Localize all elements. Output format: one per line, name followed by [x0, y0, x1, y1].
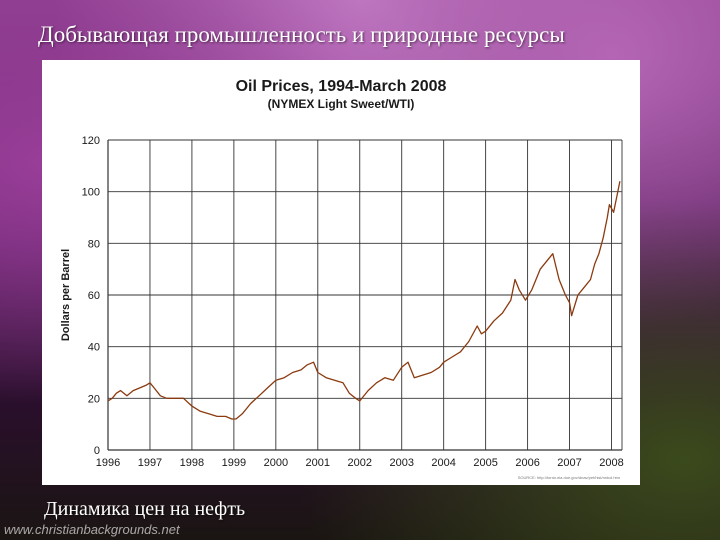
- x-tick-label: 2005: [473, 457, 497, 469]
- x-tick-label: 2001: [306, 457, 330, 469]
- x-tick-label: 1999: [222, 457, 246, 469]
- grid-lines: [107, 139, 623, 451]
- y-tick-label: 120: [82, 135, 100, 147]
- x-tick-label: 2002: [348, 457, 372, 469]
- axis-ticks: 0 20 40 60 80 100 120 1996 1997 1998 1999 2000 2001 2…: [82, 135, 624, 469]
- x-tick-label: 2000: [264, 457, 288, 469]
- x-tick-label: 2007: [557, 457, 581, 469]
- x-tick-label: 1996: [96, 457, 120, 469]
- x-tick-label: 1998: [180, 457, 204, 469]
- watermark-text: www.christianbackgrounds.net: [4, 522, 180, 537]
- x-tick-label: 2008: [599, 457, 623, 469]
- slide-caption: Динамика цен на нефть: [44, 498, 246, 520]
- x-tick-label: 2004: [431, 457, 455, 469]
- x-tick-label: 2006: [515, 457, 539, 469]
- y-tick-label: 80: [88, 238, 100, 250]
- y-tick-label: 40: [88, 342, 100, 354]
- y-axis-label: Dollars per Barrel: [60, 249, 72, 341]
- chart-title: Oil Prices, 1994-March 2008: [236, 78, 447, 95]
- source-note: SOURCE: http://tonto.eia.doe.gov/dnav/pe…: [518, 475, 621, 480]
- slide-title: Добывающая промышленность и природные ре…: [38, 22, 565, 47]
- x-tick-label: 1997: [138, 457, 162, 469]
- oil-price-chart: Oil Prices, 1994-March 2008 (NYMEX Light…: [60, 78, 624, 480]
- x-tick-label: 2003: [389, 457, 413, 469]
- chart-panel: Oil Prices, 1994-March 2008 (NYMEX Light…: [42, 60, 640, 485]
- price-series-line: [107, 181, 621, 420]
- chart-subtitle: (NYMEX Light Sweet/WTI): [268, 97, 415, 111]
- y-tick-label: 100: [82, 187, 100, 199]
- y-tick-label: 60: [88, 290, 100, 302]
- y-tick-label: 20: [88, 393, 100, 405]
- y-tick-label: 0: [94, 445, 100, 457]
